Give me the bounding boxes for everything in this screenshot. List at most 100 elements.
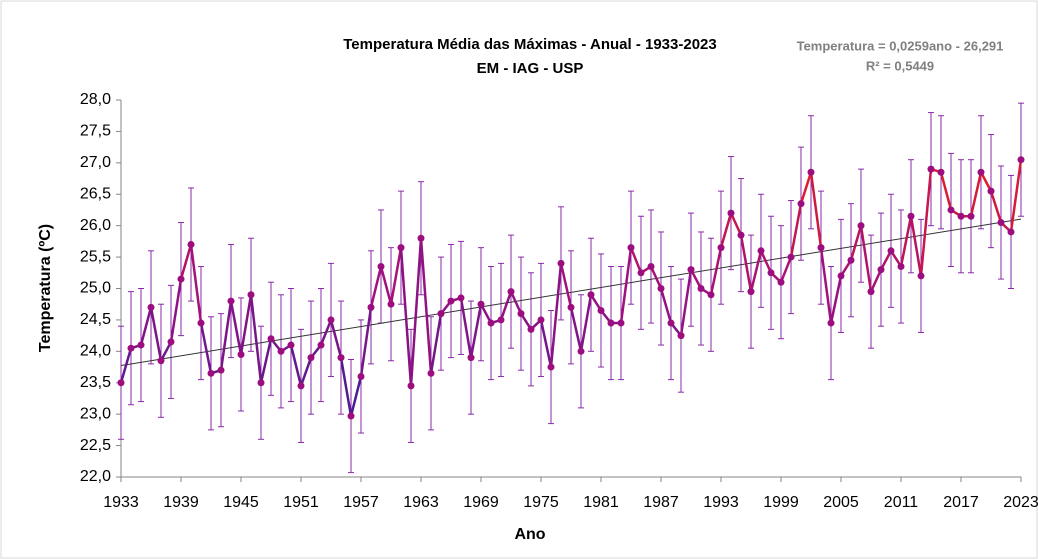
data-point [567,303,575,311]
data-point [667,319,675,327]
line-segment [819,246,833,325]
line-segment [939,171,953,212]
line-segment [899,214,913,268]
data-point [957,212,965,220]
data-point [467,354,475,362]
trend-equation: Temperatura = 0,0259ano - 26,291 [797,38,1004,53]
data-point [407,382,415,390]
data-point [497,316,505,324]
y-tick-label: 25,0 [80,280,111,297]
data-point [757,247,765,255]
x-tick-label: 2017 [943,494,979,511]
line-segment [739,233,753,293]
line-segment [549,262,563,369]
line-segment [859,224,873,293]
x-tick-label: 1999 [763,494,799,511]
data-point [847,256,855,264]
data-point [787,253,795,261]
data-point [807,168,815,176]
data-point [977,168,985,176]
x-tick-label: 1951 [283,494,319,511]
data-point [357,372,365,380]
data-point [447,297,455,305]
data-point [507,288,515,296]
line-segment [499,290,513,322]
data-point [617,319,625,327]
line-segment [909,214,923,278]
line-segment [709,246,723,297]
y-tick-label: 27,5 [80,123,111,140]
data-point [587,291,595,299]
data-point [457,294,465,302]
line-segment [239,293,253,356]
line-segment [359,306,373,378]
data-point [777,278,785,286]
line-segment [619,246,633,325]
line-segment [539,318,553,369]
data-point [697,285,705,292]
data-point [397,244,405,252]
line-segment [969,171,983,218]
data-point [337,354,345,362]
x-tick-label: 1981 [583,494,619,511]
line-segment [399,246,413,388]
chart-title: Temperatura Média das Máximas - Anual - … [343,36,716,53]
data-point [937,168,945,176]
line-segment [229,299,243,356]
data-point [237,350,245,358]
data-point [607,319,615,327]
data-point [747,288,755,296]
data-point [887,247,895,255]
data-point [947,206,955,214]
data-point [767,269,775,277]
x-tick-label: 2023 [1003,494,1038,511]
line-segment [409,236,423,388]
data-point [827,319,835,327]
line-segment [979,171,993,193]
data-point [227,297,235,305]
line-segment [149,306,163,363]
line-segment [879,249,893,271]
data-point [177,275,185,283]
data-point [537,316,545,324]
data-point [317,341,325,349]
data-point [187,241,195,249]
x-tick-label: 2005 [823,494,859,511]
line-segment [349,375,363,418]
data-point [327,316,335,324]
line-segment [219,299,233,372]
line-segment [869,268,883,293]
line-segment [479,302,493,325]
line-segment [509,290,523,315]
data-point [647,263,655,271]
line-segment [649,265,663,290]
data-point [967,212,975,220]
line-segment [829,274,843,325]
x-tick-label: 1945 [223,494,259,511]
line-segment [179,243,193,281]
data-point [367,303,375,311]
data-point [387,300,395,308]
line-segment [189,243,203,325]
line-segment [809,171,823,249]
data-point [1017,156,1025,164]
x-tick-label: 1957 [343,494,379,511]
line-segment [249,293,263,384]
r-squared: R² = 0,5449 [866,58,934,73]
y-tick-label: 23,0 [80,405,111,422]
data-point [127,344,135,352]
data-point [737,231,745,239]
line-segment [579,293,593,353]
x-tick-label: 2011 [884,494,919,511]
data-point [247,291,255,299]
data-point [437,310,445,318]
data-point [207,369,215,377]
line-segment [199,321,213,375]
line-segment [299,356,313,388]
line-segment [389,246,403,306]
data-point [487,319,495,327]
data-point [377,263,385,271]
data-point [517,310,525,318]
